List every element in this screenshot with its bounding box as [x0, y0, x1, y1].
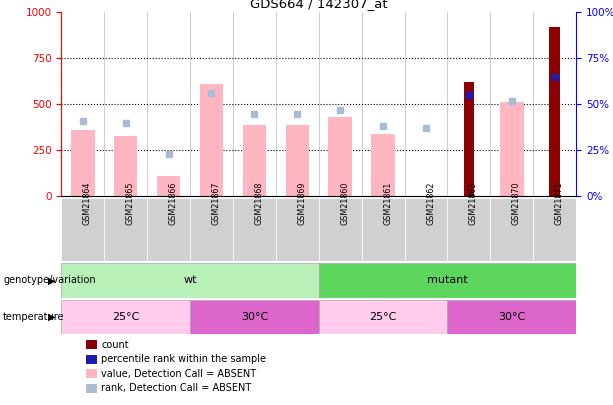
Bar	[233, 198, 276, 261]
Bar	[549, 27, 560, 196]
Text: rank, Detection Call = ABSENT: rank, Detection Call = ABSENT	[101, 384, 251, 393]
Text: GSM21865: GSM21865	[126, 182, 135, 225]
Bar	[114, 136, 137, 196]
Text: GSM21868: GSM21868	[254, 182, 264, 225]
Bar	[319, 198, 362, 261]
Text: GSM21864: GSM21864	[83, 182, 92, 225]
Text: GSM21860: GSM21860	[340, 182, 349, 225]
Text: genotype/variation: genotype/variation	[3, 275, 96, 286]
Text: GSM21863: GSM21863	[469, 182, 478, 225]
Text: 30°C: 30°C	[498, 312, 525, 322]
Text: count: count	[101, 340, 129, 350]
Bar	[71, 130, 94, 196]
Bar	[61, 263, 319, 298]
Bar	[362, 198, 405, 261]
Title: GDS664 / 142307_at: GDS664 / 142307_at	[250, 0, 387, 10]
Bar	[490, 198, 533, 261]
Text: temperature: temperature	[3, 312, 64, 322]
Text: GSM21866: GSM21866	[169, 182, 178, 225]
Bar	[157, 176, 180, 196]
Text: GSM21869: GSM21869	[297, 182, 306, 225]
Bar	[447, 198, 490, 261]
Text: GSM21871: GSM21871	[555, 182, 564, 225]
Bar	[61, 300, 190, 334]
Bar	[319, 263, 576, 298]
Bar	[190, 198, 233, 261]
Bar	[405, 198, 447, 261]
Text: ▶: ▶	[48, 312, 56, 322]
Text: GSM21867: GSM21867	[211, 182, 221, 225]
Text: value, Detection Call = ABSENT: value, Detection Call = ABSENT	[101, 369, 256, 379]
Bar	[200, 84, 223, 196]
Text: 30°C: 30°C	[241, 312, 268, 322]
Text: 25°C: 25°C	[370, 312, 397, 322]
Text: GSM21861: GSM21861	[383, 182, 392, 225]
Text: mutant: mutant	[427, 275, 468, 286]
Bar	[500, 102, 524, 196]
Text: GSM21862: GSM21862	[426, 182, 435, 225]
Bar	[447, 300, 576, 334]
Bar	[463, 82, 474, 196]
Bar	[286, 125, 309, 196]
Text: wt: wt	[183, 275, 197, 286]
Bar	[329, 117, 352, 196]
Bar	[147, 198, 190, 261]
Text: ▶: ▶	[48, 275, 56, 286]
Bar	[61, 198, 104, 261]
Bar	[243, 125, 266, 196]
Bar	[190, 300, 319, 334]
Bar	[371, 134, 395, 196]
Bar	[533, 198, 576, 261]
Text: percentile rank within the sample: percentile rank within the sample	[101, 354, 266, 364]
Text: GSM21870: GSM21870	[512, 182, 521, 225]
Bar	[319, 300, 447, 334]
Bar	[276, 198, 319, 261]
Text: 25°C: 25°C	[112, 312, 139, 322]
Bar	[104, 198, 147, 261]
